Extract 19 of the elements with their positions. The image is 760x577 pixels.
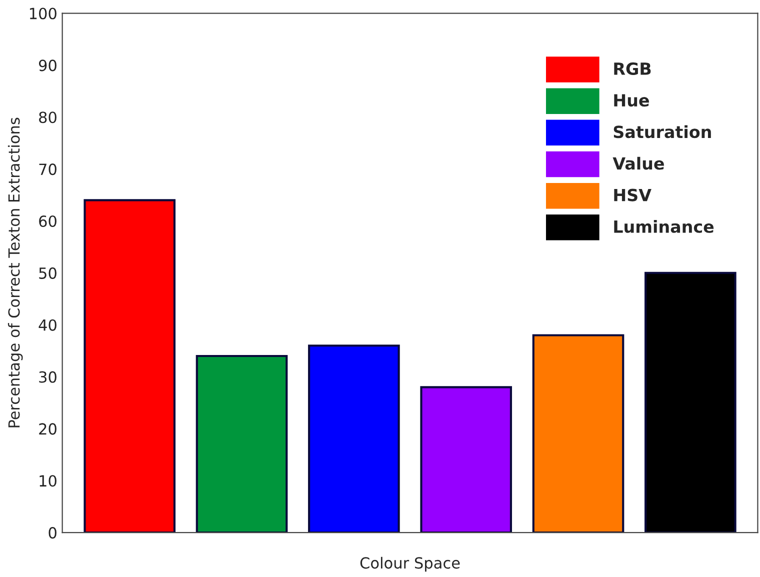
y-tick-label: 60 xyxy=(39,215,56,228)
y-tick-label: 20 xyxy=(39,423,56,435)
legend-label: Luminance xyxy=(614,220,714,233)
y-tick-label: 0 xyxy=(48,527,56,539)
legend-label: HSV xyxy=(614,188,652,202)
y-tick-label: 10 xyxy=(40,475,56,487)
legend-label: Hue xyxy=(614,94,649,107)
y-tick-label: 40 xyxy=(38,319,56,331)
y-tick-label: 80 xyxy=(39,112,56,124)
y-tick-label: 90 xyxy=(38,60,56,72)
y-tick-label: 70 xyxy=(39,164,56,176)
y-axis-title: Percentage of Correct Texton Extractions xyxy=(8,118,23,428)
legend-label: Value xyxy=(612,156,664,170)
y-tick-label: 50 xyxy=(39,267,56,279)
x-axis-title: Colour Space xyxy=(360,556,460,572)
legend-label: RGB xyxy=(614,62,651,76)
y-tick-label: 30 xyxy=(39,371,56,383)
y-tick-label: 100 xyxy=(30,8,56,20)
legend-label: Saturation xyxy=(614,125,711,138)
